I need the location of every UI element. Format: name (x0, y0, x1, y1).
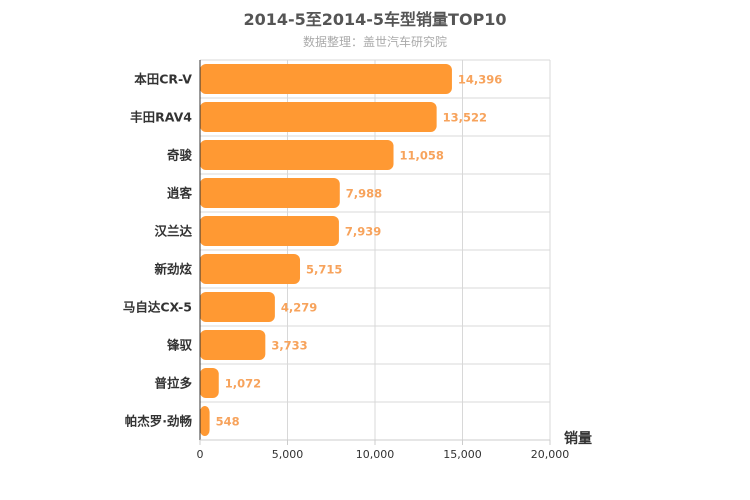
x-tick-label: 5,000 (272, 448, 304, 461)
data-label: 7,988 (346, 187, 382, 201)
chart-subtitle: 数据整理：盖世汽车研究院 (302, 35, 447, 49)
data-label: 3,733 (271, 339, 307, 353)
category-label: 新劲炫 (154, 262, 192, 277)
category-label: 丰田RAV4 (130, 110, 192, 125)
data-label: 5,715 (306, 263, 342, 277)
x-tick-label: 10,000 (356, 448, 395, 461)
data-label: 7,939 (345, 225, 381, 239)
category-label: 逍客 (167, 186, 193, 201)
bar[interactable] (200, 254, 301, 284)
category-label: 本田CR-V (134, 72, 192, 87)
x-tick-label: 0 (197, 448, 204, 461)
data-label: 1,072 (225, 377, 261, 391)
data-label: 14,396 (458, 73, 502, 87)
data-label: 11,058 (400, 149, 444, 163)
category-label: 汉兰达 (154, 224, 192, 239)
chart-title: 2014-5至2014-5车型销量TOP10 (243, 10, 507, 29)
data-label: 548 (216, 415, 240, 429)
bar[interactable] (200, 406, 210, 436)
x-tick-label: 20,000 (531, 448, 570, 461)
bar[interactable] (200, 178, 340, 208)
data-label: 13,522 (443, 111, 487, 125)
labels: 本田CR-V 14,396 丰田RAV4 13,522 奇骏 11,058 逍客 7,988 汉… (123, 72, 503, 429)
bar[interactable] (200, 330, 266, 360)
bars (200, 64, 452, 436)
bar[interactable] (200, 64, 452, 94)
bar[interactable] (200, 368, 219, 398)
category-label: 帕杰罗·劲畅 (125, 414, 193, 429)
bar[interactable] (200, 292, 275, 322)
category-label: 马自达CX-5 (123, 300, 192, 315)
category-label: 锋驭 (167, 338, 193, 353)
bar[interactable] (200, 140, 394, 170)
data-label: 4,279 (281, 301, 317, 315)
bar[interactable] (200, 102, 437, 132)
x-axis-title: 销量 (564, 430, 592, 447)
category-label: 普拉多 (154, 376, 192, 391)
x-tick-label: 15,000 (443, 448, 482, 461)
bar[interactable] (200, 216, 339, 246)
category-label: 奇骏 (167, 148, 193, 163)
